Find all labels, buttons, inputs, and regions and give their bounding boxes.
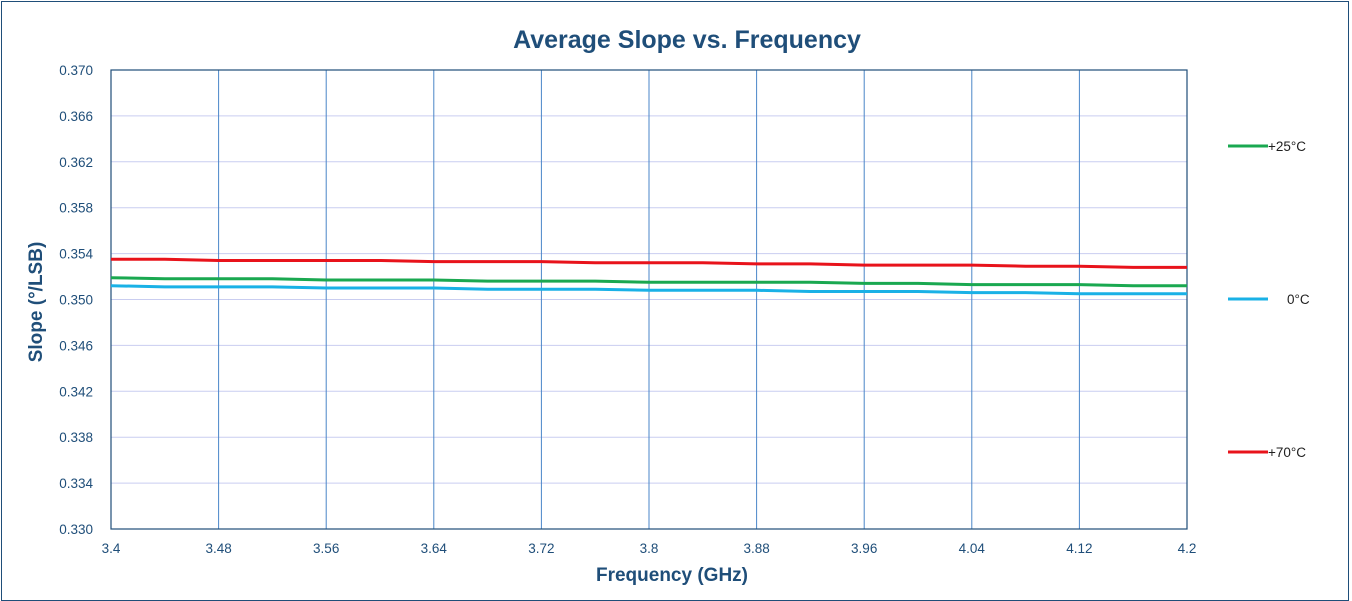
y-axis-ticks: 0.330 0.334 0.338 0.342 0.346 0.350 0.354 0.358…	[59, 63, 93, 537]
legend-label: +70°C	[1268, 445, 1306, 460]
x-tick-label: 3.48	[205, 541, 231, 556]
series-lines	[110, 257, 1187, 296]
x-tick-label: 4.04	[959, 541, 986, 556]
y-tick-label: 0.354	[59, 247, 93, 262]
x-tick-label: 3.88	[743, 541, 769, 556]
x-axis-ticks: 3.4 3.48 3.56 3.64 3.72 3.8 3.88 3.96 4.04 4.12 4.…	[102, 541, 1197, 556]
series-line-2	[111, 257, 1187, 269]
x-tick-label: 3.8	[640, 541, 659, 556]
y-tick-label: 0.338	[59, 430, 93, 445]
x-tick-label: 3.64	[421, 541, 448, 556]
series-line-0	[110, 276, 1187, 288]
legend: +25°C 0°C +70°C	[1228, 139, 1310, 460]
y-tick-label: 0.342	[59, 384, 93, 399]
y-axis-title: Slope (°/LSB)	[26, 242, 47, 363]
series-line-1	[110, 284, 1187, 296]
y-tick-label: 0.330	[59, 522, 93, 537]
y-tick-label: 0.334	[59, 476, 93, 491]
y-tick-label: 0.358	[59, 201, 93, 216]
legend-label: +25°C	[1268, 139, 1306, 154]
x-tick-label: 3.72	[528, 541, 554, 556]
x-tick-label: 3.96	[851, 541, 877, 556]
legend-label: 0°C	[1287, 292, 1310, 307]
y-tick-label: 0.362	[59, 155, 93, 170]
y-tick-label: 0.346	[59, 338, 93, 353]
x-tick-label: 4.12	[1066, 541, 1092, 556]
y-tick-label: 0.370	[59, 63, 93, 78]
chart-title: Average Slope vs. Frequency	[513, 26, 861, 54]
x-tick-label: 3.56	[313, 541, 339, 556]
plot-area	[110, 69, 1188, 530]
x-tick-label: 3.4	[102, 541, 121, 556]
y-tick-label: 0.350	[59, 293, 93, 308]
x-axis-title: Frequency (GHz)	[596, 565, 748, 586]
y-tick-label: 0.366	[59, 109, 93, 124]
grid	[110, 69, 1188, 530]
x-tick-label: 4.2	[1178, 541, 1197, 556]
